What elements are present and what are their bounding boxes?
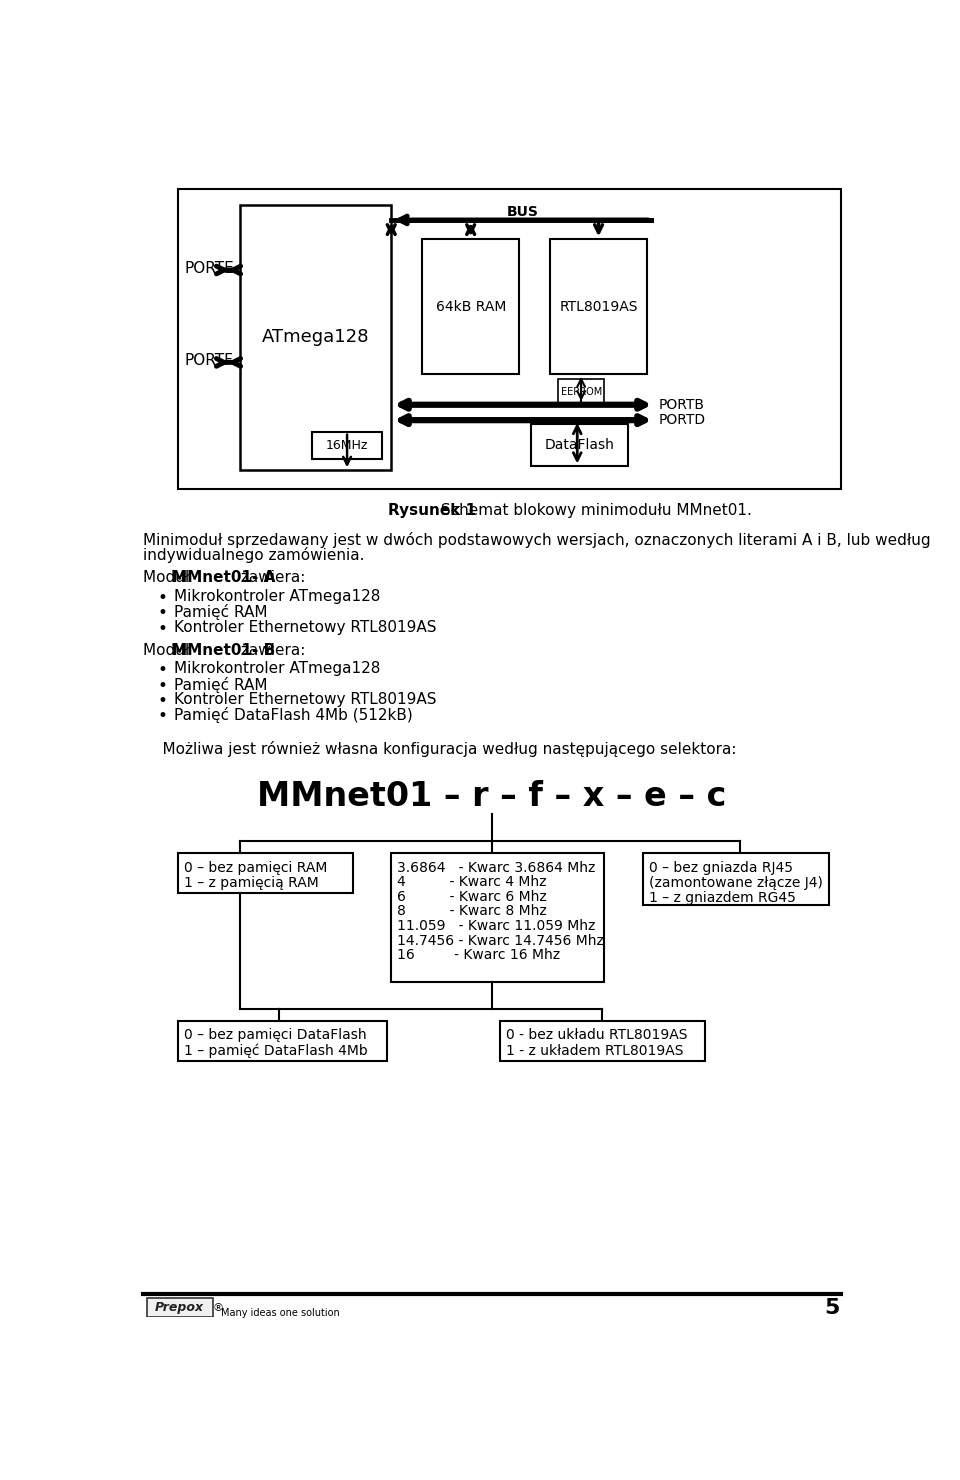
Bar [392, 852, 605, 983]
Text: ATmega128: ATmega128 [262, 329, 370, 346]
Text: 8          - Kwarc 8 Mhz: 8 - Kwarc 8 Mhz [397, 904, 547, 919]
Text: Moduł: Moduł [143, 570, 194, 585]
Text: EEPROM: EEPROM [561, 386, 602, 397]
Bar [179, 852, 352, 892]
Text: •: • [157, 589, 168, 607]
Bar [179, 1021, 388, 1061]
Bar [531, 423, 628, 466]
Text: •: • [157, 620, 168, 638]
Text: 0 – bez pamięci DataFlash: 0 – bez pamięci DataFlash [184, 1029, 367, 1042]
Text: 1 - z układem RTL8019AS: 1 - z układem RTL8019AS [506, 1043, 684, 1058]
Text: 1 – z gniazdem RG45: 1 – z gniazdem RG45 [649, 891, 796, 906]
Bar [240, 204, 392, 471]
Text: PORTE: PORTE [184, 260, 234, 275]
Text: 4          - Kwarc 4 Mhz: 4 - Kwarc 4 Mhz [397, 875, 547, 889]
Text: Kontroler Ethernetowy RTL8019AS: Kontroler Ethernetowy RTL8019AS [175, 693, 437, 707]
Bar [550, 240, 647, 374]
Text: Rysunek 1: Rysunek 1 [388, 503, 476, 518]
Text: 5: 5 [824, 1298, 839, 1319]
Text: 14.7456 - Kwarc 14.7456 Mhz: 14.7456 - Kwarc 14.7456 Mhz [397, 934, 605, 947]
Text: Pamięć DataFlash 4Mb (512kB): Pamięć DataFlash 4Mb (512kB) [175, 707, 413, 724]
Bar [643, 852, 829, 906]
Text: •: • [157, 676, 168, 694]
Text: Prepox: Prepox [156, 1301, 204, 1314]
Text: 11.059   - Kwarc 11.059 Mhz: 11.059 - Kwarc 11.059 Mhz [397, 919, 596, 932]
Text: Minimoduł sprzedawany jest w dwóch podstawowych wersjach, oznaczonych literami A: Minimoduł sprzedawany jest w dwóch podst… [143, 531, 931, 548]
Text: Pamięć RAM: Pamięć RAM [175, 676, 268, 693]
Text: 6          - Kwarc 6 Mhz: 6 - Kwarc 6 Mhz [397, 889, 547, 904]
Text: zawiera:: zawiera: [236, 570, 305, 585]
Text: MMnet01- A: MMnet01- A [172, 570, 276, 585]
Bar [179, 189, 841, 490]
Text: Many ideas one solution: Many ideas one solution [221, 1308, 340, 1319]
Text: Moduł: Moduł [143, 642, 194, 657]
Text: 0 – bez pamięci RAM: 0 – bez pamięci RAM [184, 860, 327, 875]
Text: 0 - bez układu RTL8019AS: 0 - bez układu RTL8019AS [506, 1029, 687, 1042]
Text: 1 – pamięć DataFlash 4Mb: 1 – pamięć DataFlash 4Mb [184, 1043, 368, 1058]
Text: •: • [157, 662, 168, 679]
Text: Możliwa jest również własna konfiguracja według następującego selektora:: Możliwa jest również własna konfiguracja… [143, 741, 736, 758]
Text: (zamontowane złącze J4): (zamontowane złącze J4) [649, 876, 824, 889]
Text: indywidualnego zamówienia.: indywidualnego zamówienia. [143, 548, 365, 564]
Bar [422, 240, 519, 374]
Text: Schemat blokowy minimodułu MMnet01.: Schemat blokowy minimodułu MMnet01. [436, 503, 752, 518]
Text: Mikrokontroler ATmega128: Mikrokontroler ATmega128 [175, 662, 380, 676]
Text: 64kB RAM: 64kB RAM [436, 299, 506, 314]
Bar [558, 379, 605, 404]
Text: 3.6864   - Kwarc 3.6864 Mhz: 3.6864 - Kwarc 3.6864 Mhz [397, 860, 596, 875]
Text: Pamięć RAM: Pamięć RAM [175, 604, 268, 620]
Text: •: • [157, 604, 168, 622]
Text: MMnet01- B: MMnet01- B [172, 642, 276, 657]
Text: PORTB: PORTB [659, 398, 705, 411]
Text: •: • [157, 693, 168, 710]
Text: PORTF: PORTF [184, 354, 233, 369]
Bar [147, 1298, 213, 1317]
Text: Kontroler Ethernetowy RTL8019AS: Kontroler Ethernetowy RTL8019AS [175, 620, 437, 635]
Text: zawiera:: zawiera: [236, 642, 305, 657]
Text: RTL8019AS: RTL8019AS [560, 299, 637, 314]
Text: 16MHz: 16MHz [325, 438, 369, 451]
Text: 16         - Kwarc 16 Mhz: 16 - Kwarc 16 Mhz [397, 949, 561, 962]
Bar [500, 1021, 706, 1061]
Text: MMnet01 – r – f – x – e – c: MMnet01 – r – f – x – e – c [257, 780, 727, 813]
Bar [312, 432, 382, 459]
Text: Mikrokontroler ATmega128: Mikrokontroler ATmega128 [175, 589, 380, 604]
Text: PORTD: PORTD [659, 413, 706, 428]
Text: 1 – z pamięcią RAM: 1 – z pamięcią RAM [184, 876, 319, 889]
Text: BUS: BUS [507, 204, 539, 219]
Text: 0 – bez gniazda RJ45: 0 – bez gniazda RJ45 [649, 860, 793, 875]
Text: •: • [157, 707, 168, 725]
Text: ®: ® [213, 1302, 224, 1313]
Text: DataFlash: DataFlash [544, 438, 614, 453]
